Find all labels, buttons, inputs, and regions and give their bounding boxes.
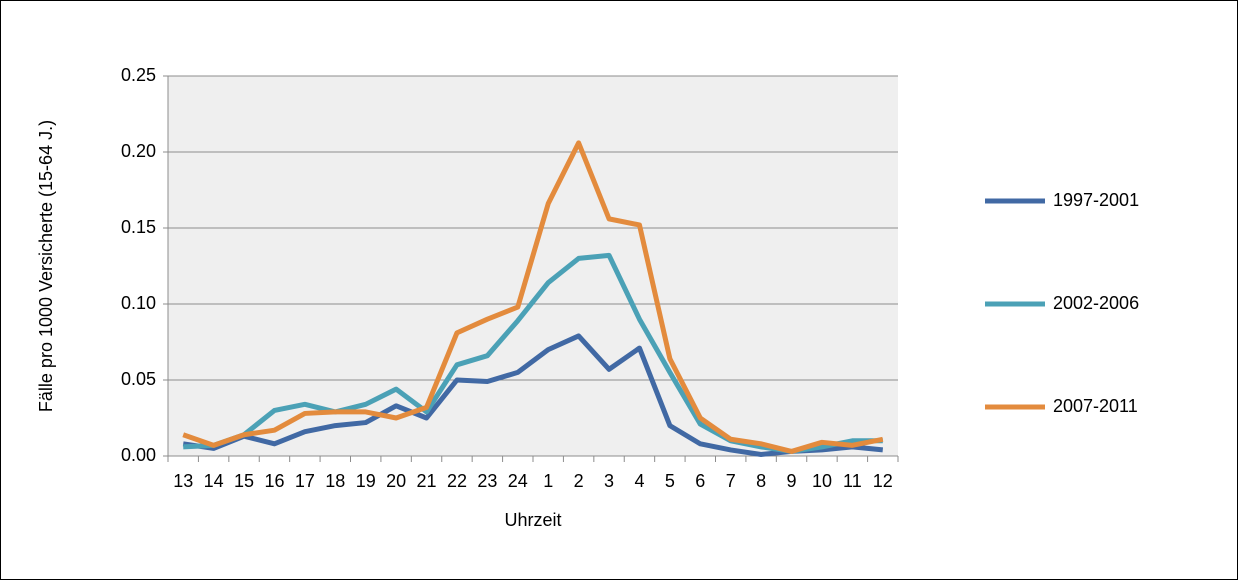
y-tick-label: 0.25 — [121, 65, 156, 85]
x-tick-label: 15 — [234, 471, 254, 491]
x-tick-label: 18 — [325, 471, 345, 491]
y-tick-label: 0.05 — [121, 369, 156, 389]
x-tick-label: 10 — [812, 471, 832, 491]
legend-label: 1997-2001 — [1053, 190, 1139, 210]
series-line — [182, 333, 884, 457]
x-tick-label: 11 — [843, 471, 862, 491]
x-tick-label: 2 — [574, 471, 584, 491]
x-tick-label: 8 — [756, 471, 766, 491]
y-tick-label: 0.00 — [121, 445, 156, 465]
x-tick-label: 21 — [417, 471, 437, 491]
x-tick-label: 20 — [386, 471, 406, 491]
y-tick-label: 0.20 — [121, 141, 156, 161]
x-tick-label: 13 — [173, 471, 193, 491]
x-tick-label: 14 — [204, 471, 224, 491]
x-tick-label: 24 — [508, 471, 528, 491]
y-tick-label: 0.10 — [121, 293, 156, 313]
y-axis-label: Fälle pro 1000 Versicherte (15-64 J.) — [36, 120, 56, 412]
x-axis-label: Uhrzeit — [504, 510, 561, 530]
x-tick-label: 23 — [477, 471, 497, 491]
x-tick-label: 1 — [543, 471, 553, 491]
x-tick-label: 12 — [873, 471, 893, 491]
legend-label: 2007-2011 — [1053, 396, 1138, 416]
x-tick-label: 16 — [264, 471, 284, 491]
y-tick-label: 0.15 — [121, 217, 156, 237]
legend-label: 2002-2006 — [1053, 293, 1139, 313]
plot-area — [168, 76, 898, 456]
x-tick-label: 5 — [665, 471, 675, 491]
x-tick-label: 19 — [356, 471, 376, 491]
x-tick-label: 4 — [634, 471, 644, 491]
x-tick-label: 6 — [695, 471, 705, 491]
series-line — [182, 140, 884, 454]
x-tick-label: 9 — [787, 471, 797, 491]
x-tick-label: 7 — [726, 471, 736, 491]
x-tick-label: 3 — [604, 471, 614, 491]
x-tick-label: 22 — [447, 471, 467, 491]
x-tick-label: 17 — [295, 471, 315, 491]
